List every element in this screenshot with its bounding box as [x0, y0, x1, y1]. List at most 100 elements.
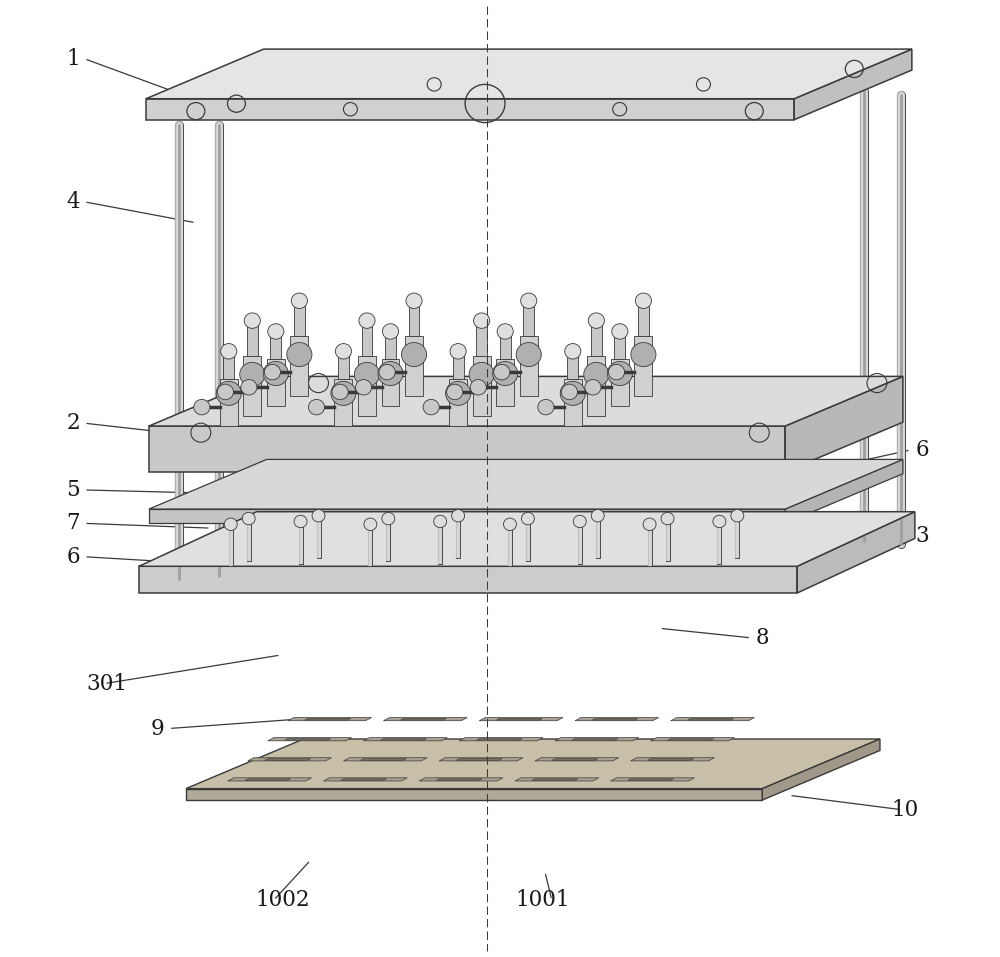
Polygon shape	[785, 459, 903, 523]
Bar	[500, 333, 511, 359]
Circle shape	[354, 363, 380, 387]
Polygon shape	[419, 778, 503, 781]
Circle shape	[503, 518, 516, 530]
Polygon shape	[288, 718, 372, 721]
Circle shape	[591, 509, 604, 522]
Bar	[382, 359, 399, 406]
Polygon shape	[439, 758, 523, 761]
Circle shape	[401, 343, 427, 367]
Polygon shape	[149, 509, 785, 523]
Polygon shape	[797, 512, 915, 593]
Text: 3: 3	[915, 524, 929, 546]
Circle shape	[331, 381, 356, 406]
Circle shape	[521, 293, 537, 308]
Bar	[220, 379, 238, 426]
Text: 301: 301	[86, 673, 127, 695]
Circle shape	[224, 518, 237, 530]
Circle shape	[538, 399, 554, 414]
Circle shape	[423, 399, 439, 414]
Circle shape	[516, 343, 541, 367]
Circle shape	[497, 323, 513, 339]
Polygon shape	[535, 758, 619, 761]
Bar	[476, 323, 487, 356]
Bar	[362, 323, 372, 356]
Bar	[634, 336, 652, 396]
Circle shape	[356, 380, 372, 395]
Bar	[638, 303, 649, 336]
Circle shape	[494, 365, 510, 380]
Text: 8: 8	[756, 627, 769, 649]
Bar	[611, 359, 629, 406]
Circle shape	[608, 365, 625, 380]
Polygon shape	[762, 739, 880, 800]
Polygon shape	[648, 759, 694, 760]
Text: 1: 1	[66, 48, 80, 70]
Polygon shape	[343, 758, 427, 761]
Circle shape	[469, 363, 494, 387]
Bar	[334, 379, 352, 426]
Polygon shape	[146, 49, 912, 99]
Polygon shape	[459, 738, 543, 741]
Polygon shape	[268, 738, 352, 741]
Circle shape	[470, 380, 486, 395]
Bar	[409, 303, 419, 336]
Bar	[294, 303, 305, 336]
Circle shape	[588, 313, 604, 328]
Text: 2: 2	[66, 412, 80, 434]
Polygon shape	[146, 99, 794, 120]
Polygon shape	[381, 739, 426, 740]
Circle shape	[378, 362, 403, 386]
Text: 6: 6	[915, 439, 929, 461]
Circle shape	[268, 323, 284, 339]
Circle shape	[308, 399, 325, 414]
Bar	[564, 379, 582, 426]
Circle shape	[263, 362, 288, 386]
Circle shape	[241, 380, 257, 395]
Polygon shape	[572, 739, 618, 740]
Polygon shape	[364, 738, 447, 741]
Circle shape	[291, 293, 307, 308]
Polygon shape	[323, 778, 407, 781]
Text: 5: 5	[66, 478, 80, 501]
Circle shape	[242, 512, 255, 524]
Polygon shape	[479, 718, 563, 721]
Text: 1002: 1002	[256, 889, 310, 911]
Polygon shape	[245, 779, 291, 780]
Polygon shape	[361, 759, 406, 760]
Polygon shape	[341, 779, 386, 780]
Circle shape	[312, 509, 325, 522]
Circle shape	[661, 512, 674, 524]
Polygon shape	[515, 778, 599, 781]
Circle shape	[560, 381, 585, 406]
Polygon shape	[149, 459, 903, 509]
Polygon shape	[476, 739, 522, 740]
Text: 1001: 1001	[515, 889, 570, 911]
Polygon shape	[628, 779, 674, 780]
Circle shape	[244, 313, 260, 328]
Bar	[247, 323, 258, 356]
Bar	[587, 356, 605, 416]
Circle shape	[287, 343, 312, 367]
Text: 6: 6	[66, 545, 80, 568]
Polygon shape	[384, 718, 467, 721]
Bar	[520, 336, 538, 396]
Polygon shape	[186, 739, 880, 789]
Circle shape	[565, 344, 581, 359]
Polygon shape	[785, 376, 903, 472]
Circle shape	[643, 518, 656, 530]
Circle shape	[221, 344, 237, 359]
Circle shape	[612, 323, 628, 339]
Bar	[591, 323, 602, 356]
Circle shape	[450, 344, 466, 359]
Circle shape	[585, 380, 601, 395]
Circle shape	[584, 363, 609, 387]
Polygon shape	[575, 718, 659, 721]
Bar	[358, 356, 376, 416]
Circle shape	[332, 384, 348, 400]
Polygon shape	[631, 758, 714, 761]
Text: 10: 10	[892, 798, 919, 820]
Circle shape	[573, 515, 586, 527]
Polygon shape	[456, 759, 502, 760]
Polygon shape	[228, 778, 312, 781]
Circle shape	[217, 384, 233, 400]
